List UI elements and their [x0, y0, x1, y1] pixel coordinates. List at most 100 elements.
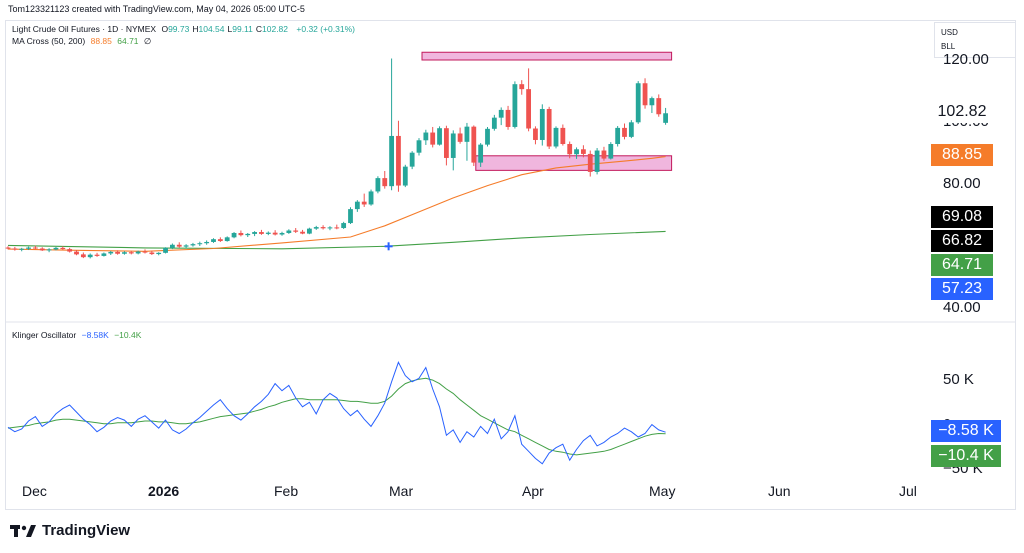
candle-body	[512, 84, 518, 127]
time-tick-label: Dec	[22, 483, 47, 499]
candle-body	[307, 228, 312, 234]
candle-body	[115, 251, 120, 254]
candle-body	[560, 127, 566, 145]
candle-body	[635, 83, 641, 123]
candle-body	[217, 239, 223, 242]
candle-body	[46, 249, 52, 251]
candle-body	[608, 144, 614, 159]
price-tick-label: 120.00	[943, 51, 989, 68]
candle-body	[341, 223, 347, 229]
candle-body	[656, 98, 662, 115]
candle-body	[628, 122, 634, 137]
candle-body	[471, 126, 477, 163]
candle-body	[286, 230, 292, 233]
candle-body	[430, 132, 436, 145]
price-tick-label: 80.00	[943, 175, 981, 192]
osc-legend[interactable]: Klinger Oscillator −8.58K −10.4K	[12, 330, 144, 340]
price-tag-label: 69.08	[931, 206, 993, 228]
candle-body	[122, 252, 127, 254]
candle-body	[622, 127, 627, 137]
candle-body	[211, 239, 216, 242]
ma-label[interactable]: MA Cross (50, 200)	[12, 36, 86, 46]
candle-body	[348, 209, 353, 224]
candle-body	[12, 248, 18, 250]
candle-body	[526, 89, 531, 129]
candle-body	[519, 84, 525, 90]
candle-body	[354, 201, 360, 210]
candle-body	[498, 109, 504, 118]
candle-body	[176, 244, 182, 247]
candle-body	[437, 128, 442, 145]
ohlc-c: C102.82	[255, 24, 289, 34]
tradingview-logo-icon	[10, 524, 36, 537]
candle-body	[320, 227, 326, 229]
price-tag-label: 64.71	[931, 254, 993, 276]
candle-body	[485, 128, 490, 145]
price-tag-label: 88.85	[931, 144, 993, 166]
candle-body	[231, 232, 237, 238]
candle-body	[265, 232, 271, 234]
attribution-text: Tom123321123 created with TradingView.co…	[8, 4, 305, 14]
candle-body	[128, 252, 134, 254]
osc-label[interactable]: Klinger Oscillator	[12, 330, 77, 340]
ohlc-l: L99.11	[227, 24, 253, 34]
candle-body	[663, 113, 668, 123]
currency-unit: BLL	[941, 42, 956, 51]
candle-body	[293, 230, 299, 232]
candle-body	[142, 251, 148, 253]
candle-body	[170, 244, 175, 248]
candle-body	[601, 150, 607, 159]
candle-body	[163, 247, 168, 253]
candle-body	[94, 254, 100, 256]
candle-body	[53, 247, 59, 250]
change-value: +0.32 (+0.31%)	[296, 24, 355, 34]
candle-body	[450, 133, 456, 158]
currency-box[interactable]: USD BLL	[934, 22, 1016, 58]
price-tick-label: 40.00	[943, 299, 981, 316]
candle-body	[101, 253, 107, 256]
osc-tick-label: 50 K	[943, 371, 974, 389]
candle-body	[279, 232, 285, 235]
candle-body	[259, 232, 264, 234]
candle-body	[224, 237, 230, 242]
candle-body	[402, 166, 408, 186]
candle-body	[581, 149, 586, 154]
symbol-legend[interactable]: Light Crude Oil Futures · 1D · NYMEX O99…	[12, 24, 358, 34]
support-zone	[475, 155, 673, 171]
candle-body	[615, 127, 621, 145]
candle-body	[368, 191, 374, 205]
chart-frame	[5, 20, 1016, 510]
candle-body	[60, 247, 66, 250]
price-tag-label: 102.82	[931, 101, 993, 123]
candle-body	[183, 245, 189, 247]
candle-body	[334, 227, 340, 229]
ma-flag: ∅	[143, 36, 152, 46]
candle-body	[156, 252, 162, 255]
symbol-name[interactable]: Light Crude Oil Futures · 1D · NYMEX	[12, 24, 157, 34]
candle-body	[39, 248, 45, 251]
candle-body	[197, 243, 203, 245]
candle-body	[396, 135, 401, 186]
candle-body	[464, 126, 470, 142]
ma-legend[interactable]: MA Cross (50, 200) 88.85 64.71 ∅	[12, 36, 154, 47]
candle-body	[505, 109, 511, 127]
candle-body	[649, 98, 655, 106]
candle-body	[245, 233, 251, 236]
tradingview-logo[interactable]: TradingView	[10, 522, 130, 539]
candle-body	[149, 252, 155, 255]
candle-body	[533, 128, 538, 140]
candle-body	[382, 178, 388, 187]
candle-body	[327, 227, 333, 229]
osc-signal-value: −10.4K	[114, 330, 142, 340]
candle-body	[642, 83, 648, 106]
time-tick-label: Apr	[522, 483, 544, 499]
ma-fast-value: 88.85	[90, 36, 112, 46]
candle-body	[457, 133, 463, 142]
candle-body	[74, 251, 79, 255]
ma-fast-line	[7, 156, 666, 252]
candle-body	[252, 232, 257, 234]
candle-body	[67, 249, 73, 252]
candle-body	[108, 251, 114, 254]
candle-body	[26, 247, 31, 249]
